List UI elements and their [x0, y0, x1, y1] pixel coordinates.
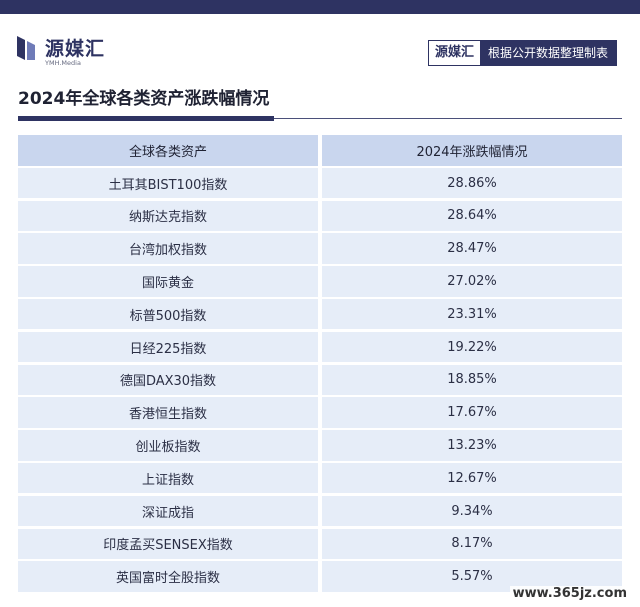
table-row: 上证指数 12.67%: [18, 462, 622, 494]
brand-name: 源媒汇: [45, 38, 106, 60]
asset-name-cell: 印度孟买SENSEX指数: [18, 528, 318, 560]
source-tag-brand: 源媒汇: [429, 41, 481, 65]
asset-name-cell: 国际黄金: [18, 266, 318, 297]
source-tag-text: 根据公开数据整理制表: [480, 41, 617, 65]
change-value-cell: 19.22%: [322, 331, 622, 363]
asset-name-cell: 日经225指数: [18, 331, 318, 363]
change-value-cell: 27.02%: [322, 266, 622, 297]
change-value-cell: 17.67%: [322, 397, 622, 428]
table-row: 纳斯达克指数 28.64%: [18, 200, 622, 232]
table-header-row: 全球各类资产 2024年涨跌幅情况: [18, 135, 622, 166]
page-title: 2024年全球各类资产涨跌幅情况: [18, 89, 270, 109]
change-value-cell: 18.85%: [322, 364, 622, 396]
table-row: 深证成指 9.34%: [18, 495, 622, 527]
title-divider: [18, 118, 622, 119]
table-row: 创业板指数 13.23%: [18, 430, 622, 461]
asset-name-cell: 土耳其BIST100指数: [18, 167, 318, 199]
table-row: 国际黄金 27.02%: [18, 266, 622, 297]
change-value-cell: 8.17%: [322, 528, 622, 560]
asset-name-cell: 创业板指数: [18, 430, 318, 461]
top-banner: [0, 0, 640, 14]
change-value-cell: 28.86%: [322, 167, 622, 199]
table-row: 香港恒生指数 17.67%: [18, 397, 622, 428]
asset-name-cell: 上证指数: [18, 462, 318, 494]
change-value-cell: 12.67%: [322, 462, 622, 494]
change-value-cell: 28.47%: [322, 233, 622, 264]
change-value-cell: 28.64%: [322, 200, 622, 232]
title-underline: [18, 116, 274, 121]
change-value-cell: 13.23%: [322, 430, 622, 461]
asset-name-cell: 香港恒生指数: [18, 397, 318, 428]
logo-icon: [17, 36, 35, 60]
source-tag: 源媒汇 根据公开数据整理制表: [428, 40, 618, 66]
watermark: www.365jz.com: [509, 586, 630, 601]
asset-name-cell: 台湾加权指数: [18, 233, 318, 264]
table-row: 德国DAX30指数 18.85%: [18, 364, 622, 396]
change-value-cell: 23.31%: [322, 298, 622, 330]
asset-name-cell: 标普500指数: [18, 298, 318, 330]
asset-name-cell: 深证成指: [18, 495, 318, 527]
brand-subtitle: YMH.Media: [45, 59, 81, 67]
table-row: 印度孟买SENSEX指数 8.17%: [18, 528, 622, 560]
header-change: 2024年涨跌幅情况: [322, 135, 622, 166]
table-row: 土耳其BIST100指数 28.86%: [18, 167, 622, 199]
header-asset: 全球各类资产: [18, 135, 318, 166]
asset-name-cell: 纳斯达克指数: [18, 200, 318, 232]
asset-name-cell: 德国DAX30指数: [18, 364, 318, 396]
asset-table: 全球各类资产 2024年涨跌幅情况 土耳其BIST100指数 28.86% 纳斯达克…: [18, 135, 622, 594]
table-row: 台湾加权指数 28.47%: [18, 233, 622, 264]
asset-name-cell: 英国富时全股指数: [18, 561, 318, 592]
table-row: 日经225指数 19.22%: [18, 331, 622, 363]
table-row: 标普500指数 23.31%: [18, 298, 622, 330]
brand-logo: 源媒汇 YMH.Media: [17, 34, 137, 74]
change-value-cell: 9.34%: [322, 495, 622, 527]
table-row: 英国富时全股指数 5.57%: [18, 561, 622, 592]
